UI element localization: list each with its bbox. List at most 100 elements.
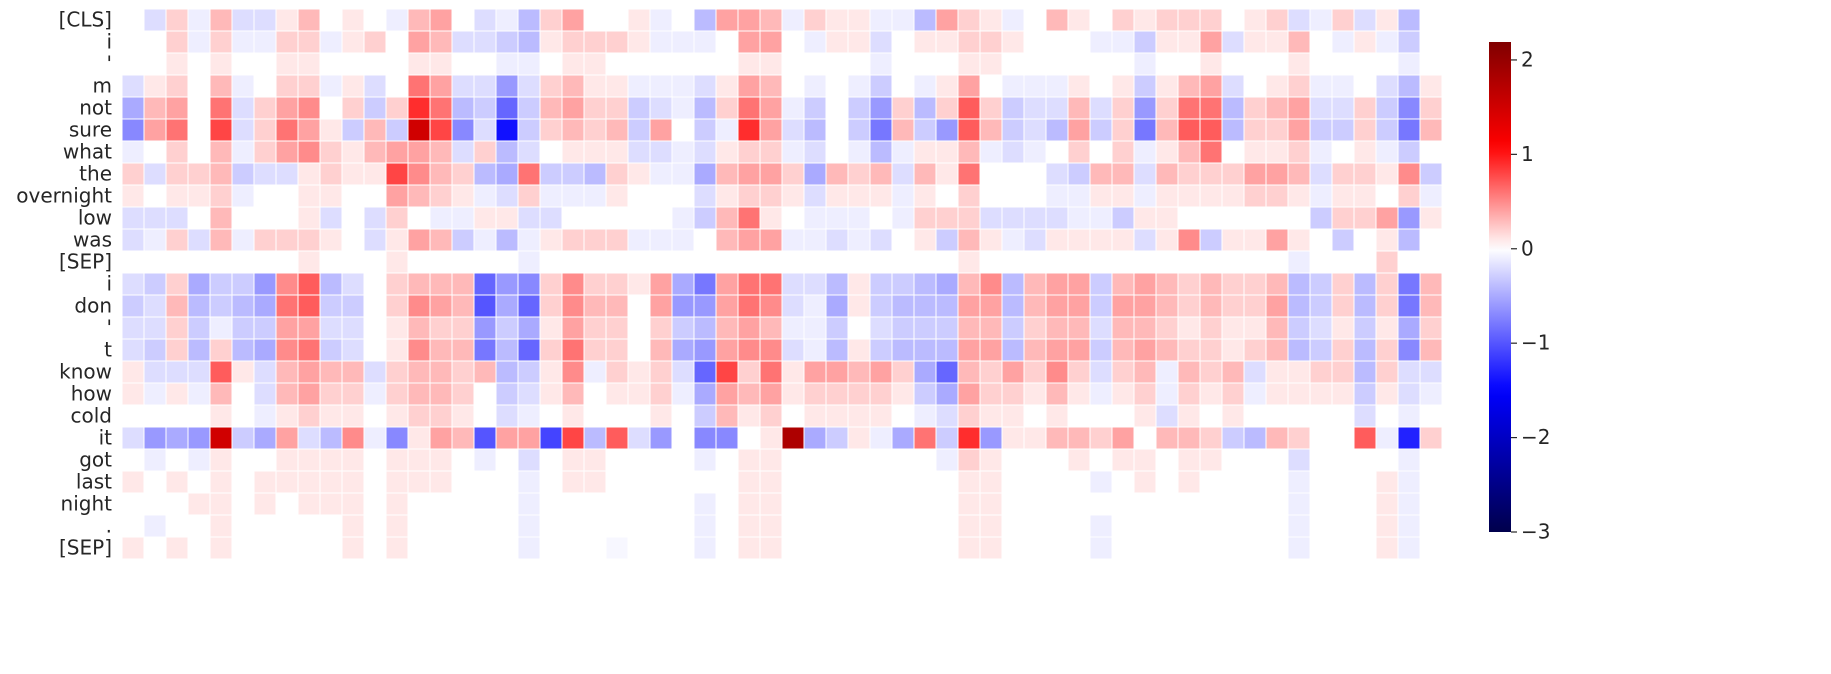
heatmap-cell: [1397, 404, 1421, 428]
heatmap-cell: [341, 448, 365, 472]
heatmap-cell: [231, 206, 255, 230]
heatmap-cell: [121, 536, 145, 560]
heatmap-cell: [935, 404, 959, 428]
heatmap-cell: [561, 338, 585, 362]
heatmap-cell: [275, 184, 299, 208]
heatmap-cell: [957, 294, 981, 318]
heatmap-cell: [143, 30, 167, 54]
colorbar-tick-label: −1: [1521, 331, 1550, 355]
heatmap-cell: [1199, 250, 1223, 274]
heatmap-cell: [1287, 448, 1311, 472]
heatmap-cell: [693, 118, 717, 142]
heatmap-cell: [935, 30, 959, 54]
heatmap-cell: [957, 338, 981, 362]
heatmap-cell: [825, 250, 849, 274]
heatmap-cell: [363, 8, 387, 32]
heatmap-cell: [1111, 30, 1135, 54]
heatmap-cell: [715, 426, 739, 450]
heatmap-cell: [1023, 492, 1047, 516]
heatmap-cell: [1089, 316, 1113, 340]
heatmap-cell: [1133, 404, 1157, 428]
heatmap-cell: [1353, 96, 1377, 120]
heatmap-cell: [385, 184, 409, 208]
heatmap-cell: [209, 360, 233, 384]
heatmap-cell: [1287, 382, 1311, 406]
heatmap-cell: [407, 514, 431, 538]
heatmap-cell: [1001, 96, 1025, 120]
heatmap-cell: [319, 492, 343, 516]
heatmap-cell: [1419, 492, 1443, 516]
heatmap-cell: [517, 140, 541, 164]
heatmap-cell: [253, 206, 277, 230]
heatmap-cell: [1111, 492, 1135, 516]
heatmap-cell: [363, 492, 387, 516]
heatmap-cell: [1001, 404, 1025, 428]
heatmap-cell: [297, 206, 321, 230]
heatmap-cell: [979, 294, 1003, 318]
heatmap-cell: [1243, 470, 1267, 494]
heatmap-cell: [341, 404, 365, 428]
heatmap-cell: [187, 360, 211, 384]
heatmap-cell: [1111, 250, 1135, 274]
heatmap-cell: [429, 470, 453, 494]
heatmap-cell: [671, 74, 695, 98]
heatmap-cell: [561, 360, 585, 384]
heatmap-cell: [429, 140, 453, 164]
heatmap-cell: [1309, 30, 1333, 54]
heatmap-cell: [1001, 448, 1025, 472]
heatmap-cell: [297, 382, 321, 406]
heatmap-cell: [1221, 184, 1245, 208]
heatmap-cell: [1221, 118, 1245, 142]
heatmap-cell: [627, 8, 651, 32]
heatmap-cell: [1133, 470, 1157, 494]
heatmap-cell: [1309, 250, 1333, 274]
heatmap-cell: [1375, 206, 1399, 230]
heatmap-cell: [1045, 426, 1069, 450]
heatmap-cell: [737, 338, 761, 362]
heatmap-cell: [517, 30, 541, 54]
heatmap-cell: [1045, 96, 1069, 120]
heatmap-cell: [517, 382, 541, 406]
heatmap-cell: [1397, 74, 1421, 98]
heatmap-cell: [825, 96, 849, 120]
heatmap-cell: [1243, 426, 1267, 450]
heatmap-cell: [649, 30, 673, 54]
heatmap-cell: [539, 404, 563, 428]
heatmap-cell: [1177, 8, 1201, 32]
heatmap-cell: [1309, 8, 1333, 32]
heatmap-cell: [1111, 272, 1135, 296]
heatmap-cell: [231, 272, 255, 296]
heatmap-cell: [605, 228, 629, 252]
heatmap-cell: [1353, 30, 1377, 54]
heatmap-cell: [979, 162, 1003, 186]
heatmap-cell: [451, 52, 475, 76]
heatmap-cell: [429, 492, 453, 516]
heatmap-cell: [143, 426, 167, 450]
heatmap-cell: [121, 206, 145, 230]
heatmap-cell: [1177, 52, 1201, 76]
heatmap-cell: [803, 360, 827, 384]
heatmap-cell: [715, 96, 739, 120]
heatmap-cell: [605, 360, 629, 384]
heatmap-cell: [297, 316, 321, 340]
heatmap-cell: [143, 470, 167, 494]
heatmap-cell: [1353, 140, 1377, 164]
heatmap-cell: [297, 448, 321, 472]
heatmap-cell: [363, 30, 387, 54]
heatmap-cell: [671, 206, 695, 230]
heatmap-cell: [891, 118, 915, 142]
heatmap-cell: [1001, 8, 1025, 32]
heatmap-cell: [143, 74, 167, 98]
heatmap-cell: [1331, 448, 1355, 472]
colorbar-tick-label: 1: [1521, 142, 1534, 166]
heatmap-cell: [825, 338, 849, 362]
heatmap-cell: [187, 426, 211, 450]
heatmap-cell: [1089, 140, 1113, 164]
heatmap-cell: [693, 184, 717, 208]
heatmap-cell: [693, 404, 717, 428]
heatmap-cell: [407, 30, 431, 54]
heatmap-cell: [495, 404, 519, 428]
heatmap-cell: [671, 404, 695, 428]
heatmap-cell: [1331, 404, 1355, 428]
heatmap-cell: [1397, 492, 1421, 516]
